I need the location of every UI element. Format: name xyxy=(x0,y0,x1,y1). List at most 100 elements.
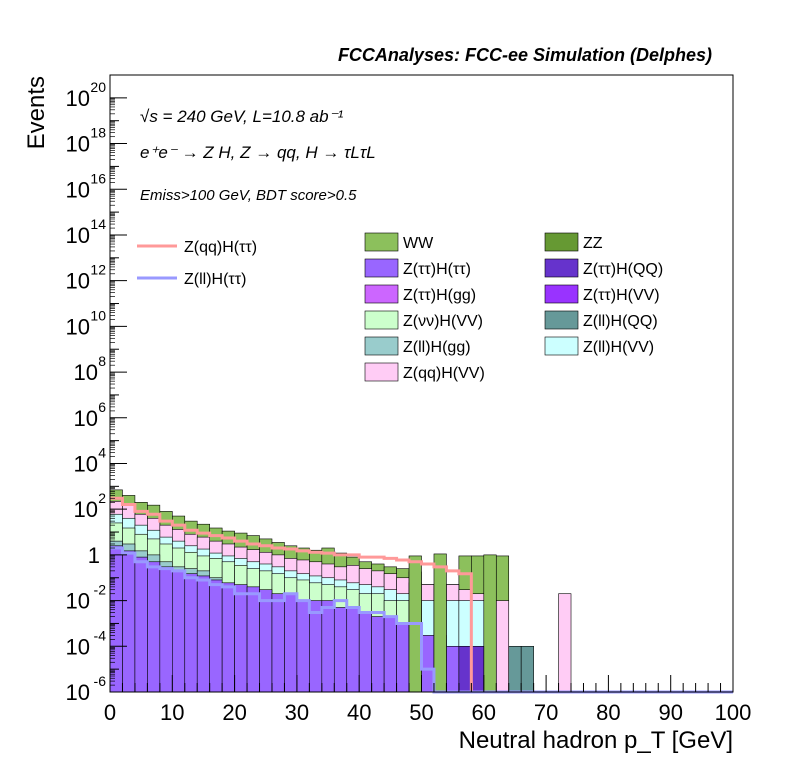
y-tick-exp-1: -4 xyxy=(94,627,107,643)
bar-5-12 xyxy=(259,589,273,693)
x-tick-label-8: 80 xyxy=(596,700,620,725)
y-tick-label-10: 10 xyxy=(66,223,90,248)
extra-bar-5 xyxy=(508,645,522,693)
x-tick-label-3: 30 xyxy=(285,700,309,725)
y-tick-label-13: 10 xyxy=(66,86,90,111)
legend-fill-swatch-6 xyxy=(364,310,399,330)
y-tick-label-0: 10 xyxy=(66,680,90,705)
legend-fill-label-10: Z(qq)H(VV) xyxy=(403,365,485,382)
x-tick-label-2: 20 xyxy=(222,700,246,725)
legend-fill-swatch-1 xyxy=(544,232,579,252)
bar-5-22 xyxy=(383,616,397,693)
legend-fill-label-8: Z(ll)H(gg) xyxy=(403,339,471,356)
y-tick-label-7: 10 xyxy=(74,360,98,385)
y-tick-label-9: 10 xyxy=(66,269,90,294)
y-tick-exp-11: 16 xyxy=(90,170,106,186)
bar-5-20 xyxy=(358,612,372,693)
bar-5-21 xyxy=(371,616,385,693)
y-axis-title: Events xyxy=(23,76,50,149)
legend-fill-swatch-2 xyxy=(364,258,399,278)
y-tick-exp-7: 8 xyxy=(98,353,106,369)
bar-5-23 xyxy=(396,623,410,693)
y-tick-label-6: 10 xyxy=(74,406,98,431)
x-tick-label-9: 90 xyxy=(658,700,682,725)
x-tick-label-7: 70 xyxy=(534,700,558,725)
bar-5-7 xyxy=(196,575,210,693)
legend-fill-swatch-9 xyxy=(544,336,579,356)
y-tick-label-4: 10 xyxy=(74,497,98,522)
chart-title: FCCAnalyses: FCC-ee Simulation (Delphes) xyxy=(338,45,712,65)
legend-fill-swatch-4 xyxy=(364,284,399,304)
bar-5-5 xyxy=(172,570,186,693)
y-tick-exp-12: 18 xyxy=(90,125,106,141)
annotation-cuts: Emiss>100 GeV, BDT score>0.5 xyxy=(140,187,357,204)
y-tick-exp-8: 10 xyxy=(90,307,106,323)
bar-5-2 xyxy=(134,556,148,693)
legend-fill-label-6: Z(νν)H(VV) xyxy=(403,313,483,330)
y-tick-exp-5: 4 xyxy=(98,444,106,460)
extra-bar-2 xyxy=(483,554,497,693)
bar-5-27 xyxy=(446,645,460,693)
y-tick-exp-4: 2 xyxy=(98,490,106,506)
y-tick-exp-10: 14 xyxy=(90,216,106,232)
bar-5-15 xyxy=(296,600,310,693)
legend-fill-label-3: Z(ττ)H(QQ) xyxy=(583,261,663,278)
y-tick-label-8: 10 xyxy=(66,314,90,339)
y-tick-label-12: 10 xyxy=(66,132,90,157)
bar-5-8 xyxy=(209,579,223,693)
legend-fill-swatch-10 xyxy=(364,362,399,382)
bar-5-4 xyxy=(159,566,173,693)
legend-line-label-0: Z(qq)H(ττ) xyxy=(184,239,257,256)
bar-5-1 xyxy=(122,550,136,693)
y-tick-exp-0: -6 xyxy=(94,673,107,689)
extra-bar-6 xyxy=(520,645,534,693)
annotation-process: e⁺e⁻ → Z H, Z → qq, H → τLτL xyxy=(140,143,376,162)
bar-5-3 xyxy=(147,561,161,693)
bar-5-17 xyxy=(321,600,335,693)
extra-bar-1 xyxy=(433,553,447,693)
legend-fill-label-1: ZZ xyxy=(583,235,603,252)
legend-fill-label-2: Z(ττ)H(ττ) xyxy=(403,261,471,278)
y-tick-exp-6: 6 xyxy=(98,399,106,415)
legend-fill-label-7: Z(ll)H(QQ) xyxy=(583,313,658,330)
y-tick-label-5: 10 xyxy=(74,451,98,476)
x-tick-label-10: 100 xyxy=(715,700,752,725)
y-tick-label-1: 10 xyxy=(66,634,90,659)
line-1 xyxy=(110,546,733,694)
bar-5-14 xyxy=(284,593,298,693)
legend: Z(qq)H(ττ) Z(ll)H(ττ) WW ZZ Z(ττ)H(ττ) Z(ττ)H… xyxy=(137,232,663,382)
legend-fill-label-9: Z(ll)H(VV) xyxy=(583,339,654,356)
y-tick-exp-9: 12 xyxy=(90,262,106,278)
bar-5-6 xyxy=(184,573,198,693)
legend-fill-swatch-5 xyxy=(544,284,579,304)
extra-bar-3 xyxy=(458,645,472,693)
bar-1-31 xyxy=(495,600,510,693)
x-tick-label-6: 60 xyxy=(472,700,496,725)
y-axis: -610-410-2101210410610810101012101410161… xyxy=(66,79,127,705)
legend-fill-swatch-0 xyxy=(364,232,399,252)
y-tick-exp-2: -2 xyxy=(94,582,107,598)
bar-5-16 xyxy=(309,600,323,693)
bar-5-10 xyxy=(234,584,248,693)
y-tick-label-3: 1 xyxy=(88,543,100,568)
line-0 xyxy=(110,496,733,694)
extra-bar-4 xyxy=(471,645,485,693)
x-tick-label-1: 10 xyxy=(160,700,184,725)
bar-5-18 xyxy=(333,607,348,693)
legend-fill-swatch-7 xyxy=(544,310,579,330)
legend-fill-swatch-8 xyxy=(364,336,399,356)
y-tick-label-2: 10 xyxy=(66,589,90,614)
bar-5-25 xyxy=(421,635,435,693)
extra-bar-7 xyxy=(558,593,572,693)
legend-line-label-1: Z(ll)H(ττ) xyxy=(184,271,246,288)
bar-5-9 xyxy=(221,582,235,693)
legend-fill-label-0: WW xyxy=(403,235,434,252)
x-tick-label-4: 40 xyxy=(347,700,371,725)
signal-lines xyxy=(110,496,733,694)
bar-5-11 xyxy=(246,586,260,693)
bar-5-19 xyxy=(346,607,360,693)
bar-5-13 xyxy=(271,593,285,693)
legend-fill-label-5: Z(ττ)H(VV) xyxy=(583,287,660,304)
x-tick-label-0: 0 xyxy=(104,700,116,725)
